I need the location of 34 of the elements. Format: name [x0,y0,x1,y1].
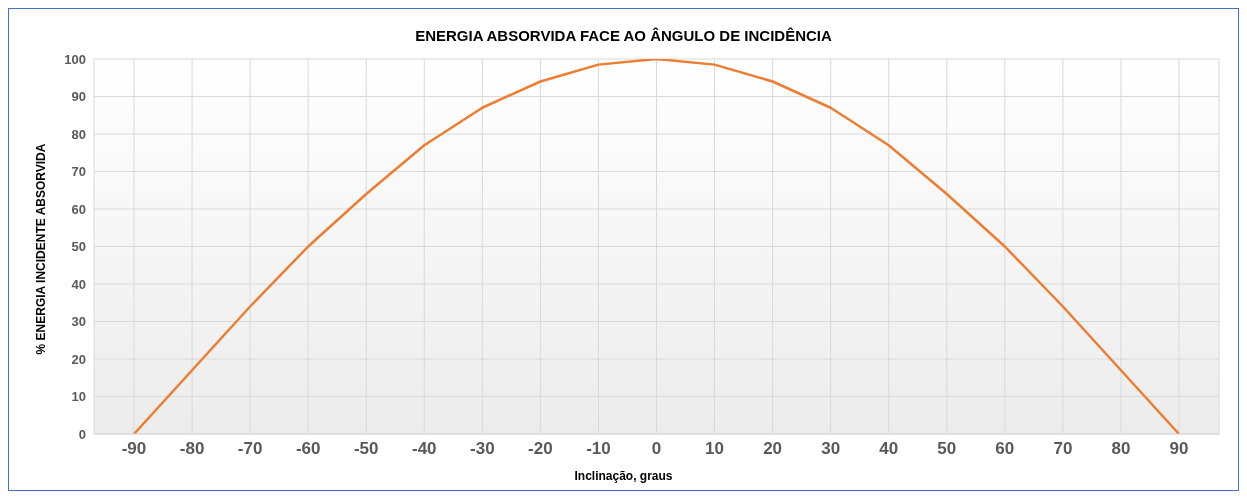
x-tick-label: 70 [1053,439,1073,459]
x-tick-label: -70 [237,439,263,459]
y-tick-label: 50 [71,239,86,255]
x-tick-label: 40 [879,439,899,459]
x-tick-label: -10 [586,439,611,459]
y-tick-label: 40 [71,276,86,292]
x-tick-label: -30 [470,439,495,459]
x-tick-label: 0 [651,439,662,459]
x-axis-title: Inclinação, graus [573,469,674,483]
y-axis-title: % ENERGIA INCIDENTE ABSORVIDA [34,143,49,355]
x-tick-label: 60 [995,439,1015,459]
y-tick-label: 20 [71,351,86,367]
x-tick-label: -20 [528,439,553,459]
y-tick-label: 100 [64,51,86,67]
y-tick-label: 0 [78,426,86,442]
y-tick-label: 60 [71,201,86,217]
x-tick-label: 30 [821,439,841,459]
x-tick-label: 20 [763,439,783,459]
x-tick-label: 90 [1169,439,1189,459]
y-tick-label: 80 [71,126,86,142]
x-tick-label: 10 [705,439,725,459]
x-tick-label: -80 [179,439,205,459]
line-series [132,59,1181,434]
x-tick-label: -40 [411,439,437,459]
x-tick-label: -60 [295,439,321,459]
y-tick-label: 90 [71,89,86,105]
x-tick-label: 80 [1111,439,1131,459]
y-tick-label: 70 [71,164,86,180]
y-tick-label: 10 [71,389,86,405]
y-tick-label: 30 [71,314,86,330]
x-tick-label: 50 [937,439,957,459]
chart-title: ENERGIA ABSORVIDA FACE AO ÂNGULO DE INCIDÊNCIA [414,27,833,44]
x-tick-label: -50 [353,439,379,459]
x-tick-label: -90 [121,439,147,459]
